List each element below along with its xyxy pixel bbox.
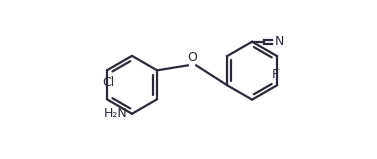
- Text: H₂N: H₂N: [104, 107, 128, 120]
- Text: O: O: [187, 51, 197, 64]
- Text: N: N: [274, 35, 284, 48]
- Text: Cl: Cl: [103, 76, 115, 89]
- Text: F: F: [272, 68, 279, 81]
